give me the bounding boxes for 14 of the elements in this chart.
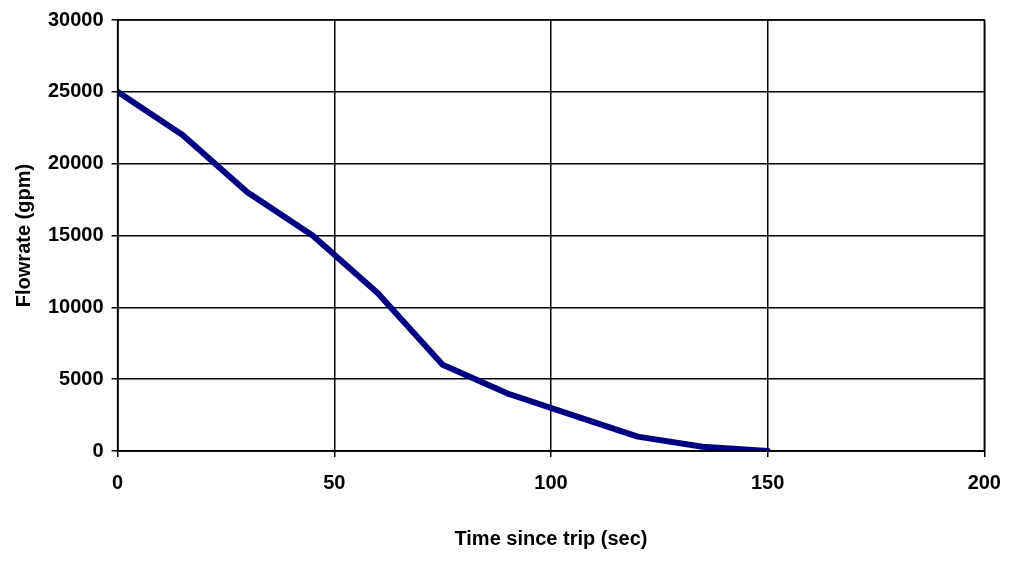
x-tick-label: 150 [750, 470, 785, 493]
y-tick-label: 0 [92, 438, 104, 461]
x-tick-label: 50 [323, 470, 346, 493]
y-tick-label: 20000 [47, 151, 104, 174]
y-tick-label: 30000 [47, 7, 104, 30]
y-axis-title: Flowrate (gpm) [11, 163, 34, 308]
y-tick-label: 10000 [47, 294, 104, 317]
x-tick-label: 200 [967, 470, 1001, 493]
y-tick-label: 25000 [47, 79, 104, 102]
x-axis-title: Time since trip (sec) [454, 526, 648, 549]
y-tick-label: 15000 [47, 223, 104, 246]
y-tick-label: 5000 [59, 366, 104, 389]
x-tick-label: 100 [534, 470, 568, 493]
x-tick-label: 0 [112, 470, 124, 493]
